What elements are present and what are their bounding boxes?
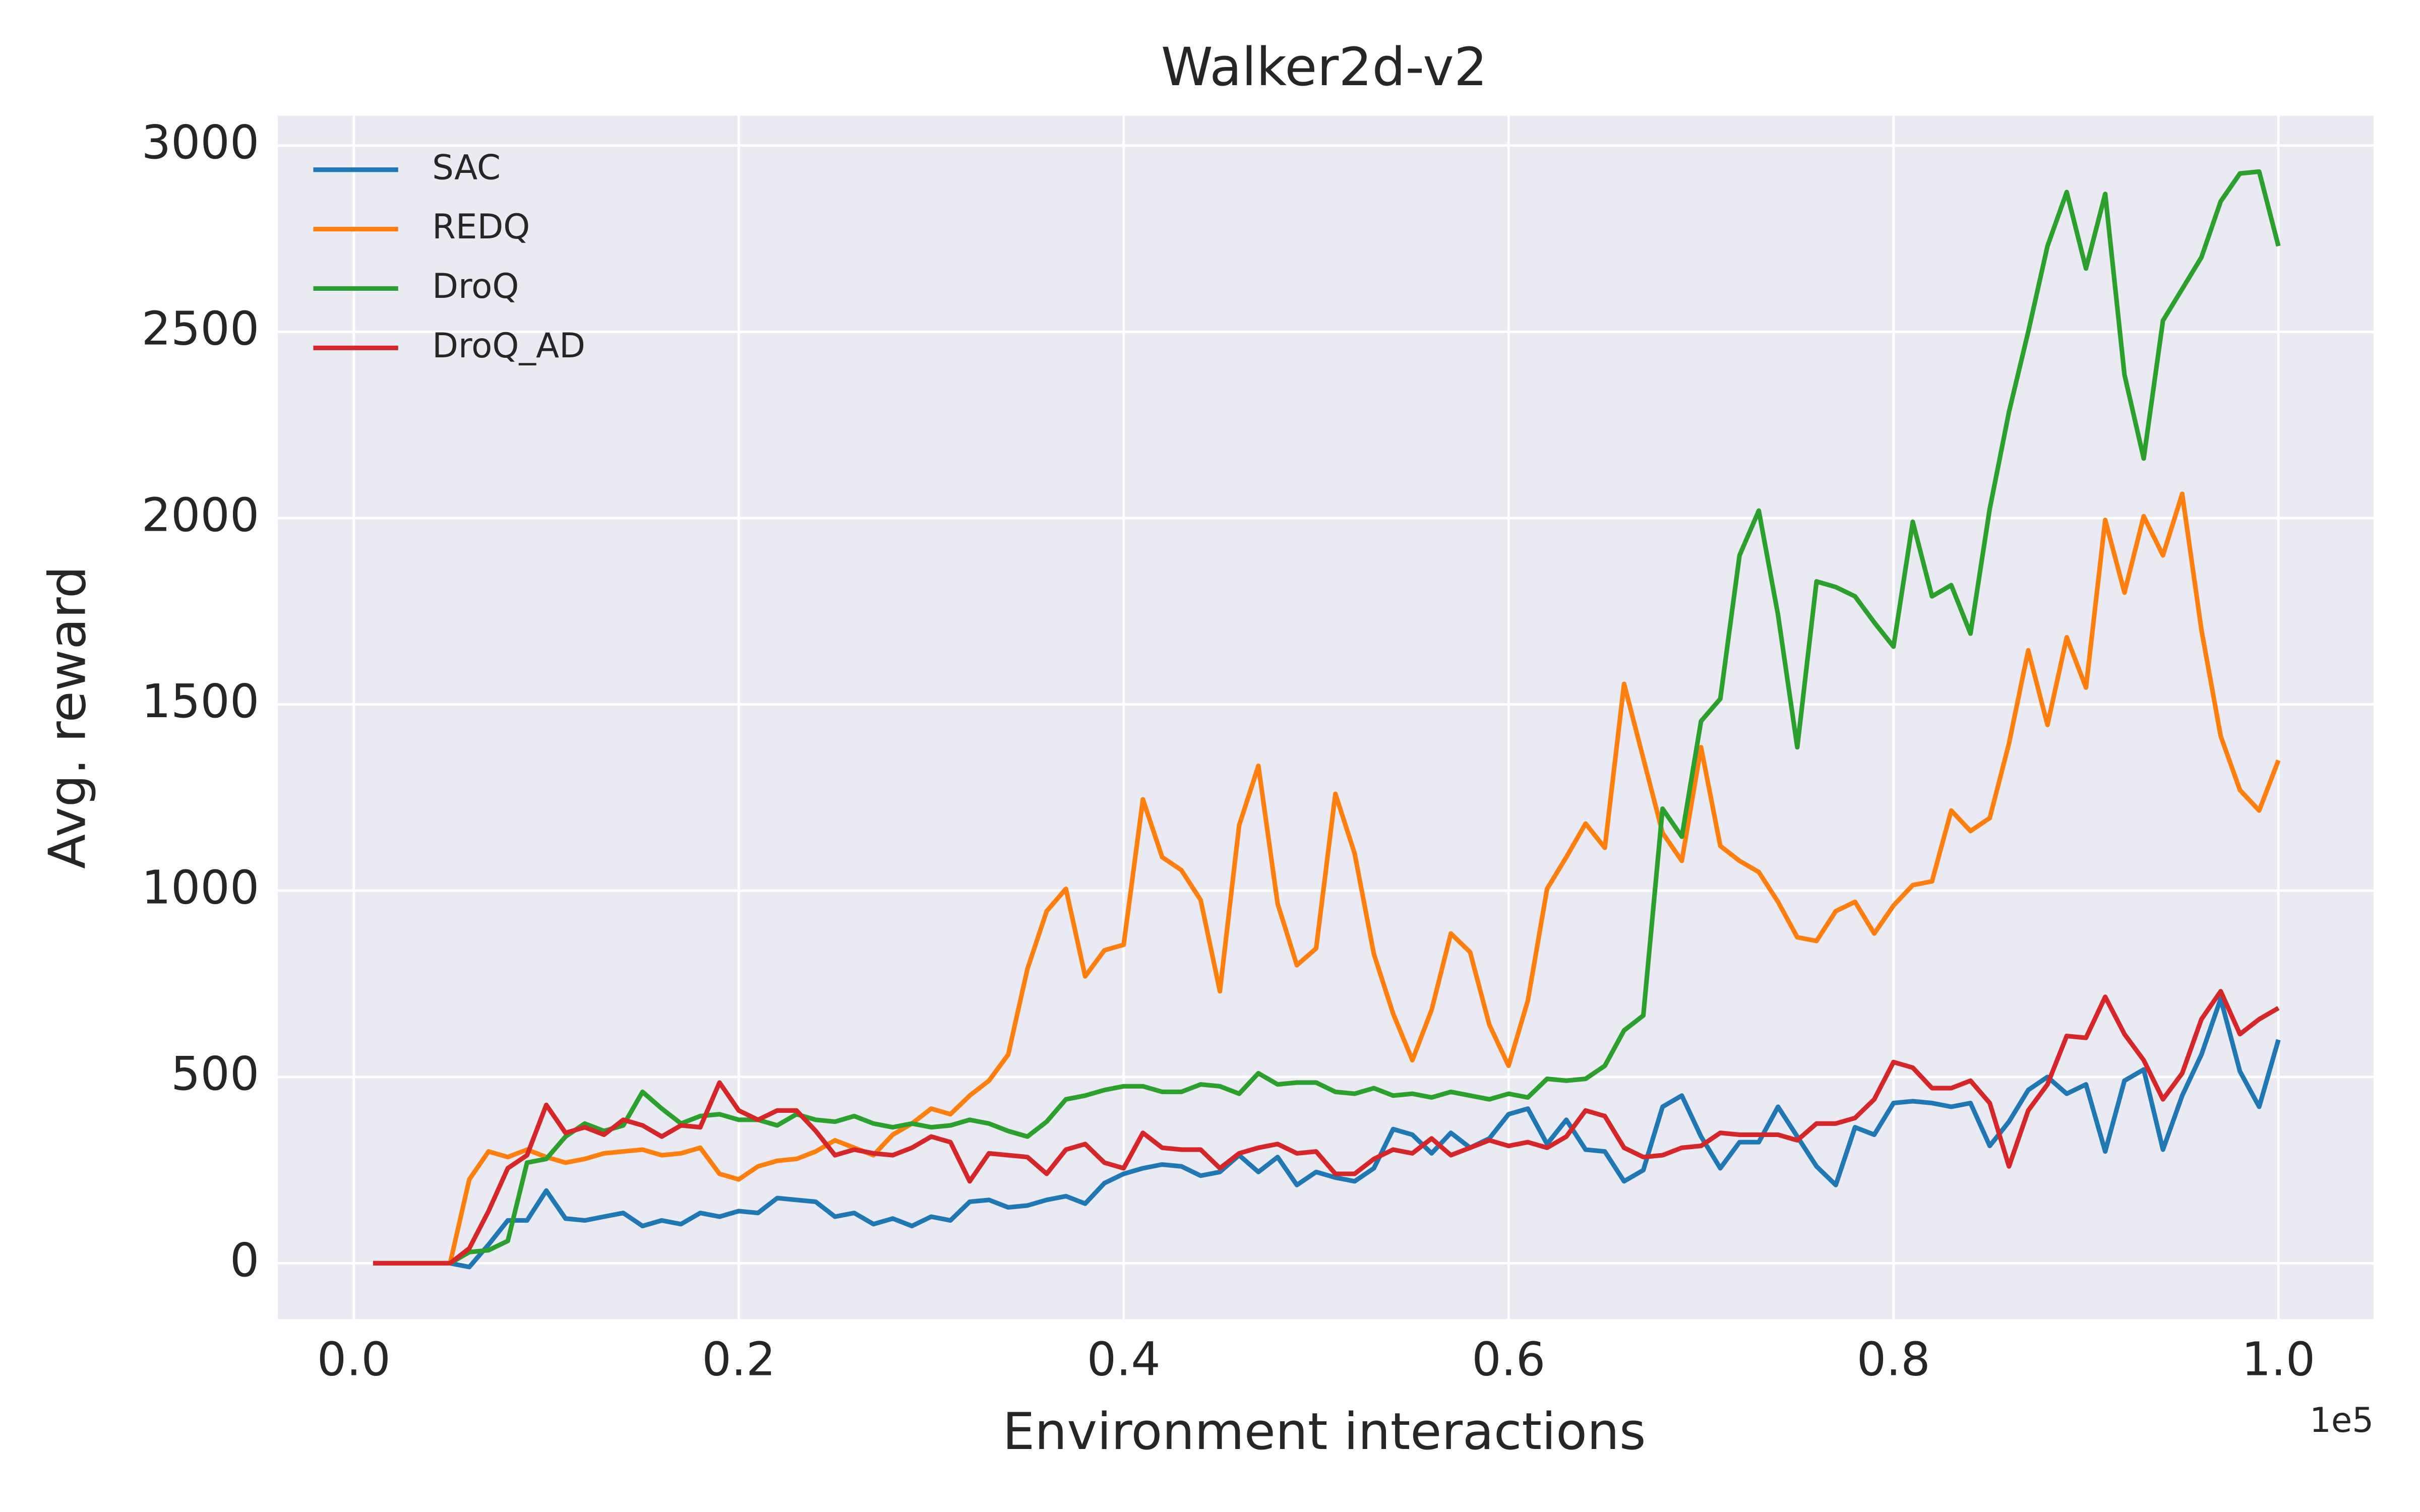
x-tick-label: 1.0 (2242, 1332, 2315, 1386)
series-line (373, 996, 2281, 1270)
legend-label: SAC (432, 147, 501, 187)
y-tick-label: 0 (230, 1233, 259, 1287)
legend-label: DroQ_AD (432, 326, 585, 365)
legend-label: DroQ (432, 266, 519, 306)
y-tick-label: 1000 (142, 861, 260, 915)
y-axis-label: Avg. reward (38, 566, 97, 869)
chart-title: Walker2d-v2 (1161, 36, 1487, 98)
ticks: 0 500 1000 1500 2000 2500 3000 0.0 0.2 0.4 0.6 0.8 1… (142, 115, 2316, 1386)
x-offset-label: 1e5 (2310, 1400, 2374, 1440)
x-tick-label: 0.4 (1087, 1332, 1161, 1386)
x-tick-label: 0.2 (702, 1332, 775, 1386)
series-line (373, 989, 2280, 1266)
lines (373, 169, 2281, 1270)
x-tick-label: 0.6 (1472, 1332, 1545, 1386)
legend: SAC REDQ DroQ DroQ_AD (313, 147, 585, 365)
legend-label: REDQ (432, 207, 530, 246)
series-line (373, 169, 2281, 1266)
y-tick-label: 500 (171, 1047, 259, 1101)
y-tick-label: 3000 (142, 115, 260, 169)
y-tick-label: 2000 (142, 488, 260, 542)
x-tick-label: 0.8 (1857, 1332, 1930, 1386)
x-tick-label: 0.0 (317, 1332, 391, 1386)
y-tick-label: 2500 (142, 302, 260, 356)
series-line (373, 491, 2281, 1266)
grid (278, 115, 2374, 1319)
y-tick-label: 1500 (142, 674, 260, 728)
plot-background (278, 115, 2374, 1319)
x-axis-label: Environment interactions (1002, 1402, 1646, 1461)
